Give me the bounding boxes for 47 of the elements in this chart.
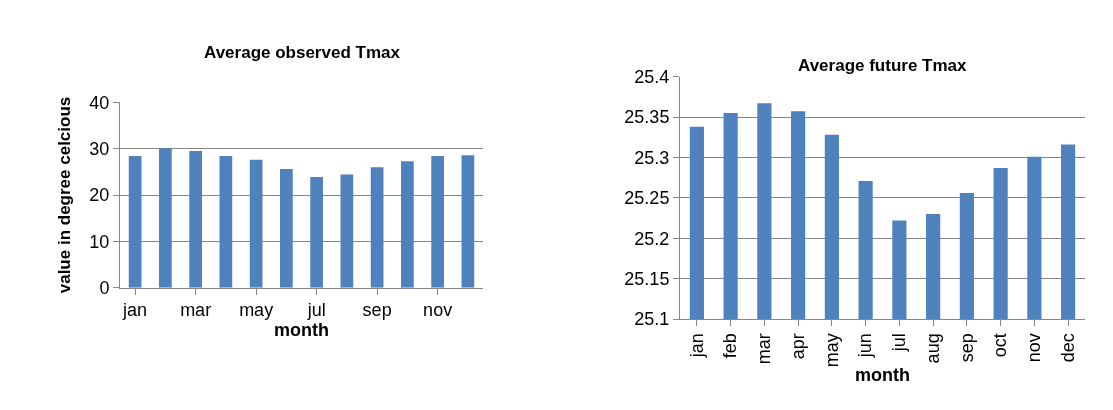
y-tick-label: 25.35 [624,107,670,128]
x-tick-label: oct [990,333,1011,358]
bar [340,174,354,288]
y-tick-label: 25.3 [634,147,670,168]
bar [128,156,142,288]
x-tick-label: mar [180,300,212,321]
bar [280,169,293,288]
y-tick-label: 10 [89,231,110,252]
y-tick-label: 40 [89,92,110,113]
bar [219,156,233,288]
bar [249,159,263,288]
y-tick-label: 25.25 [624,188,670,209]
y-axis-title: value in degree celcious [54,96,74,294]
y-tick-label: 25.2 [634,228,670,249]
x-tick-label: sep [956,333,977,363]
x-tick-label: jan [122,300,148,321]
x-axis-title: month [274,320,329,341]
bar [370,167,384,288]
y-tick-label: 25.15 [624,269,670,290]
x-tick-label: nov [1024,333,1045,363]
chart-title: Average observed Tmax [204,43,401,62]
x-axis-title: month [855,365,910,386]
x-tick-label: jan [686,333,707,359]
x-tick-label: jul [889,333,910,353]
x-tick-label: jun [855,333,876,359]
x-tick-label: may [821,333,842,368]
x-tick-label: aug [922,333,943,364]
x-tick-label: apr [787,333,808,360]
x-tick-label: mar [754,333,775,365]
y-tick-label: 25.4 [634,66,670,87]
bar [159,148,172,288]
bar [461,155,475,288]
x-tick-label: jul [306,300,326,321]
y-tick-label: 0 [99,278,110,299]
y-tick-label: 20 [89,185,110,206]
x-tick-label: sep [362,300,392,321]
y-tick-label: 30 [89,138,110,159]
chart-title: Average future Tmax [798,56,968,75]
x-tick-label: feb [720,333,741,359]
bar [431,156,444,288]
x-tick-label: may [239,300,274,321]
x-tick-label: dec [1057,333,1078,363]
bar [189,150,202,288]
y-tick-label: 25.1 [634,309,670,330]
bar [310,176,323,288]
bar [401,161,414,288]
x-tick-label: nov [423,300,453,321]
